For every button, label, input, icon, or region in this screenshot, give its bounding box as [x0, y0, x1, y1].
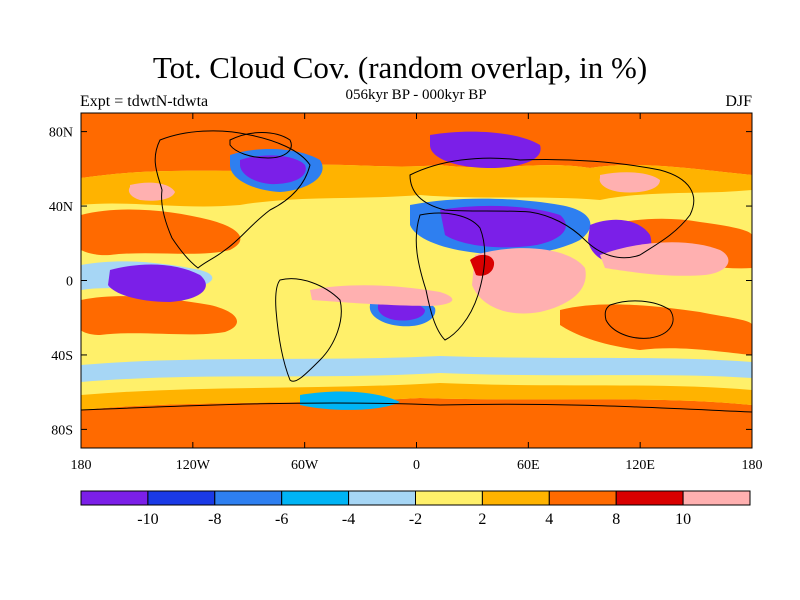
season-label: DJF [725, 93, 752, 110]
lat-tick-label: 40S [51, 349, 73, 364]
colorbar-swatch [548, 490, 617, 506]
colorbar-swatch [481, 490, 550, 506]
map-subtitle: 056kyr BP - 000kyr BP [345, 87, 487, 103]
lon-tick-label: 60E [517, 458, 540, 473]
latitude-axis: 80N 40N 0 40S 80S [49, 126, 752, 438]
map-title: Tot. Cloud Cov. (random overlap, in %) [152, 50, 648, 85]
lat-tick-label: 0 [66, 275, 73, 290]
colorbar-swatch [682, 490, 751, 506]
colorbar-swatch [415, 490, 483, 506]
lon-tick-label: 180 [71, 458, 92, 473]
lat-tick-label: 40N [49, 200, 73, 215]
colorbar-label: -10 [137, 511, 158, 528]
colorbar-label: -8 [208, 511, 221, 528]
colorbar-label: 2 [478, 511, 486, 528]
coastlines [81, 130, 752, 413]
colorbar-swatch [348, 490, 417, 506]
lon-tick-label: 0 [413, 458, 420, 473]
colorbar-label: 8 [612, 511, 620, 528]
colorbar-swatch [147, 490, 216, 506]
lon-tick-label: 180 [742, 458, 763, 473]
colorbar-swatch [214, 490, 283, 506]
colorbar-label: 10 [675, 511, 691, 528]
experiment-label: Expt = tdwtN-tdwta [80, 93, 209, 110]
longitude-axis: 180 120W 60W 0 60E 120E 180 [71, 113, 763, 473]
colorbar-label: -4 [342, 511, 355, 528]
colorbar-swatch [80, 490, 149, 506]
lon-tick-label: 120E [625, 458, 655, 473]
colorbar-swatch [281, 490, 350, 506]
colorbar-label: -2 [409, 511, 422, 528]
colorbar-label: -6 [275, 511, 288, 528]
lon-tick-label: 120W [176, 458, 211, 473]
colorbar-label: 4 [545, 511, 553, 528]
colorbar-swatch [615, 490, 684, 506]
lat-tick-label: 80S [51, 423, 73, 438]
lon-tick-label: 60W [291, 458, 319, 473]
colorbar: -10 -8 -6 -4 -2 2 4 8 10 [80, 490, 751, 528]
cloud-cover-field [81, 113, 752, 448]
lat-tick-label: 80N [49, 126, 73, 141]
